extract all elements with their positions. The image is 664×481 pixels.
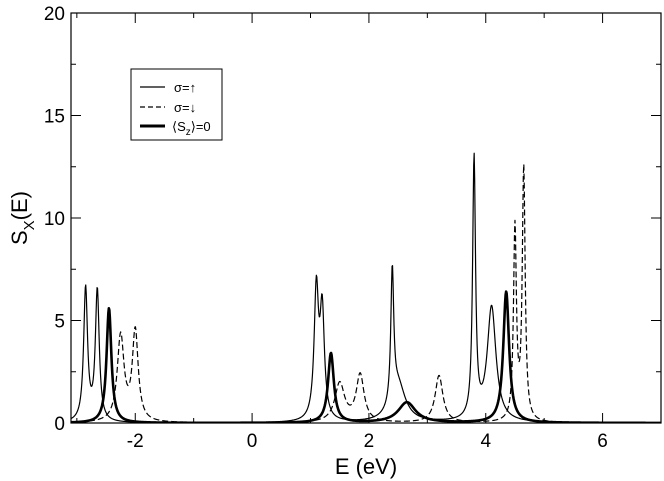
- y-axis-label: SX(E): [7, 191, 38, 245]
- x-tick-label: 0: [247, 431, 258, 452]
- x-tick-label: 4: [480, 431, 491, 452]
- legend: σ=↑ σ=↓ ⟨Sz⟩=0: [130, 68, 223, 141]
- legend-label-spin-up: σ=↑: [174, 80, 196, 95]
- x-tick-label: 2: [364, 431, 375, 452]
- legend-label-sz-zero: ⟨Sz⟩=0: [172, 119, 211, 138]
- x-axis: -2 0 2 4 6: [76, 13, 662, 452]
- y-tick-label: 15: [44, 107, 65, 128]
- y-tick-label: 5: [54, 312, 65, 333]
- y-tick-label: 20: [44, 4, 65, 25]
- x-axis-label: E (eV): [335, 454, 397, 479]
- series-spin-up-line: [71, 152, 661, 423]
- series-spin-down-line: [71, 163, 661, 423]
- x-tick-label: -2: [127, 431, 144, 452]
- x-tick-label: 6: [597, 431, 608, 452]
- curves-group: [71, 152, 661, 423]
- y-tick-label: 0: [54, 414, 65, 435]
- y-axis: 0 5 10 15 20: [44, 4, 661, 435]
- legend-label-spin-down: σ=↓: [174, 100, 196, 115]
- legend-box: [130, 68, 223, 141]
- series-sz-zero-line: [71, 290, 661, 423]
- y-tick-label: 10: [44, 209, 65, 230]
